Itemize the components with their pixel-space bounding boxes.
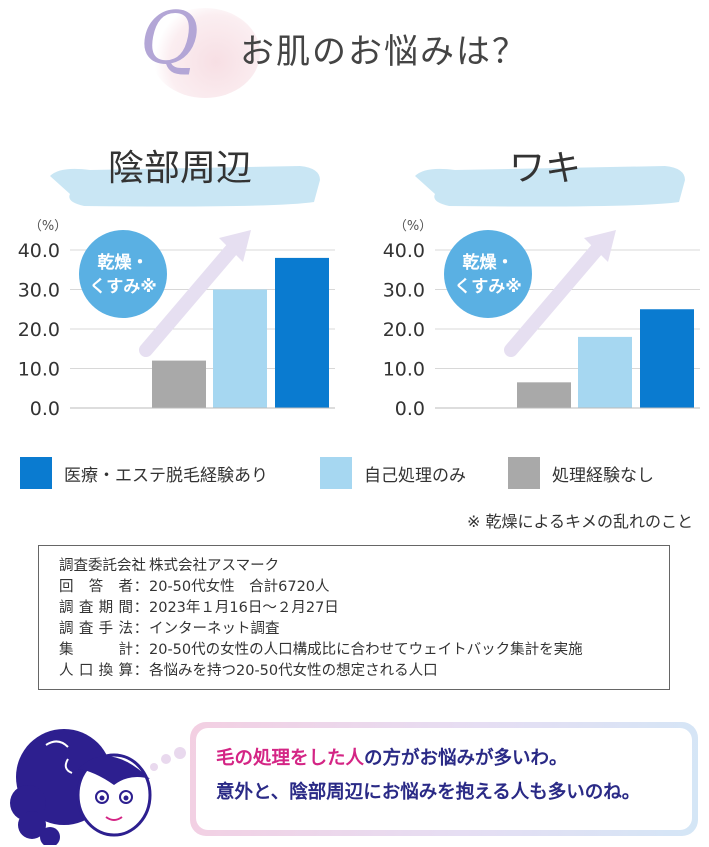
y-tick-label: 40.0 <box>383 240 425 262</box>
legend-swatch-medical <box>20 457 52 489</box>
title-brush <box>50 166 320 207</box>
footnote: ※ 乾燥によるキメの乱れのこと <box>466 512 693 531</box>
title-brush <box>415 166 685 207</box>
chart-title: ワキ <box>509 148 581 189</box>
legend-label-medical: 医療・エステ脱毛経験あり <box>64 465 268 486</box>
survey-key: 集計 <box>59 642 133 658</box>
y-tick-label: 20.0 <box>18 319 60 341</box>
speech-line-2: 意外と、陰部周辺にお悩みを抱える人も多いのね。 <box>216 776 692 810</box>
y-tick-label: 40.0 <box>18 240 60 262</box>
survey-value: 各悩みを持つ20-50代女性の想定される人口 <box>149 663 438 679</box>
speech-bubble-body: 毛の処理をした人の方がお悩みが多いわ。 意外と、陰部周辺にお悩みを抱える人も多い… <box>196 728 692 830</box>
survey-row: 調査委託会社：株式会社アスマーク <box>59 556 669 577</box>
survey-value: 株式会社アスマーク <box>149 558 280 574</box>
survey-key: 調査委託会社 <box>59 558 146 574</box>
badge-text: くすみ※ <box>454 277 522 297</box>
survey-value: 20-50代の女性の人口構成比に合わせてウェイトバック集計を実施 <box>149 642 583 658</box>
header: Q お肌のお悩みは？ <box>0 0 709 110</box>
legend-item-none: 処理経験なし <box>508 456 654 490</box>
survey-box: 調査委託会社：株式会社アスマーク 回答者： 20-50代女性 合計6720人 調査… <box>38 545 670 690</box>
badge-text: 乾燥・ <box>98 252 149 273</box>
bar-0 <box>517 382 571 408</box>
survey-value: 2023年１月16日〜２月27日 <box>149 600 339 616</box>
bar-1 <box>213 289 267 408</box>
legend-swatch-self <box>320 457 352 489</box>
speech-text: 意外と、陰部周辺にお悩みを抱える人も多いのね。 <box>216 782 641 803</box>
survey-value: 20-50代女性 合計6720人 <box>149 579 330 595</box>
survey-value: インターネット調査 <box>149 621 280 637</box>
speech-line-1: 毛の処理をした人の方がお悩みが多いわ。 <box>216 742 692 776</box>
y-tick-label: 0.0 <box>395 398 425 420</box>
unit-label: （%） <box>394 219 432 234</box>
y-tick-label: 0.0 <box>30 398 60 420</box>
chart-panel-1: ワキ （%） 40.0 30.0 20.0 10.0 0.0 乾燥・くすみ※ <box>365 140 709 430</box>
bar-1 <box>578 336 632 408</box>
survey-key: 調査手法 <box>59 621 133 637</box>
survey-key: 人口換算 <box>59 663 133 679</box>
legend-item-medical: 医療・エステ脱毛経験あり <box>20 456 268 490</box>
bar-2 <box>640 309 694 408</box>
y-tick-label: 10.0 <box>383 359 425 381</box>
chart-1-svg: ワキ （%） 40.0 30.0 20.0 10.0 0.0 乾燥・くすみ※ <box>383 148 700 420</box>
survey-row: 調査手法：インターネット調査 <box>59 619 669 640</box>
survey-separator: ： <box>133 663 149 679</box>
legend: 医療・エステ脱毛経験あり 自己処理のみ 処理経験なし <box>20 456 700 490</box>
chart-panel-0: 陰部周辺 （%） 40.0 30.0 20.0 10.0 0.0 乾燥・くすみ※ <box>0 140 345 430</box>
badge-circle <box>79 230 167 318</box>
bar-0 <box>152 360 206 408</box>
badge-circle <box>444 230 532 318</box>
survey-key: 回答者 <box>59 579 133 595</box>
chart-0-svg: 陰部周辺 （%） 40.0 30.0 20.0 10.0 0.0 乾燥・くすみ※ <box>18 148 335 420</box>
survey-separator: ： <box>133 558 149 574</box>
survey-separator: ： <box>133 621 149 637</box>
survey-row: 調査期間： 2023年１月16日〜２月27日 <box>59 598 669 619</box>
q-letter: Q <box>140 0 200 80</box>
bar-2 <box>275 257 329 408</box>
character-face <box>76 753 152 837</box>
y-tick-label: 10.0 <box>18 359 60 381</box>
y-tick-label: 30.0 <box>383 280 425 302</box>
y-tick-label: 30.0 <box>18 280 60 302</box>
trend-arrow <box>139 230 251 357</box>
badge-text: くすみ※ <box>89 277 157 297</box>
speech-text: の方がお悩みが多いわ。 <box>364 748 568 769</box>
legend-label-self: 自己処理のみ <box>364 465 466 486</box>
survey-row: 回答者： 20-50代女性 合計6720人 <box>59 577 669 598</box>
legend-swatch-none <box>508 457 540 489</box>
survey-key: 調査期間 <box>59 600 133 616</box>
unit-label: （%） <box>29 219 67 234</box>
q-background-blob <box>150 8 260 98</box>
trend-arrow <box>504 230 616 357</box>
survey-separator: ： <box>133 642 149 658</box>
y-tick-label: 20.0 <box>383 319 425 341</box>
badge-text: 乾燥・ <box>463 252 514 273</box>
thought-dots <box>150 747 186 771</box>
survey-separator: ： <box>133 600 149 616</box>
legend-label-none: 処理経験なし <box>552 465 654 486</box>
survey-row: 人口換算：各悩みを持つ20-50代女性の想定される人口 <box>59 661 669 682</box>
character-illustration <box>10 729 152 845</box>
question-title: お肌のお悩みは？ <box>240 32 528 72</box>
speech-highlight: 毛の処理をした人 <box>216 748 365 769</box>
chart-title: 陰部周辺 <box>108 148 252 189</box>
survey-row: 集計： 20-50代の女性の人口構成比に合わせてウェイトバック集計を実施 <box>59 640 669 661</box>
legend-item-self: 自己処理のみ <box>320 456 466 490</box>
survey-separator: ： <box>133 579 149 595</box>
